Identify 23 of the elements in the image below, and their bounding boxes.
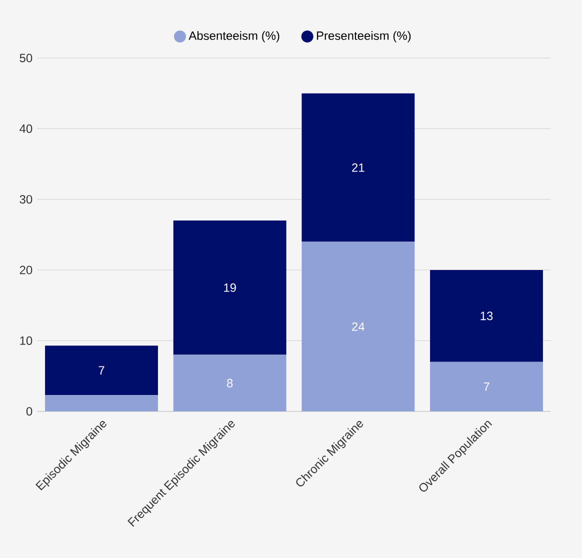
data-label: 13 xyxy=(480,312,493,320)
bar xyxy=(45,346,158,396)
bar xyxy=(302,242,415,412)
legend-label: Presenteeism (%) xyxy=(316,31,411,42)
bar xyxy=(430,270,543,362)
y-tick-label: 40 xyxy=(20,124,32,133)
y-tick-label: 20 xyxy=(20,266,32,274)
data-label: 8 xyxy=(227,378,233,388)
bar xyxy=(430,362,543,412)
bar xyxy=(302,93,415,242)
legend-label: Absenteeism (%) xyxy=(188,31,280,42)
y-tick-label: 0 xyxy=(26,407,32,416)
y-tick-label: 50 xyxy=(20,54,32,62)
y-tick-label: 10 xyxy=(20,336,32,345)
data-label: 7 xyxy=(98,366,104,374)
bar xyxy=(173,354,286,412)
data-label: 24 xyxy=(352,322,364,331)
data-label: 7 xyxy=(484,382,490,391)
bar xyxy=(173,220,286,355)
bar xyxy=(45,395,158,412)
data-label: 21 xyxy=(352,163,364,172)
y-tick-label: 30 xyxy=(20,195,32,204)
data-label: 19 xyxy=(224,283,236,292)
